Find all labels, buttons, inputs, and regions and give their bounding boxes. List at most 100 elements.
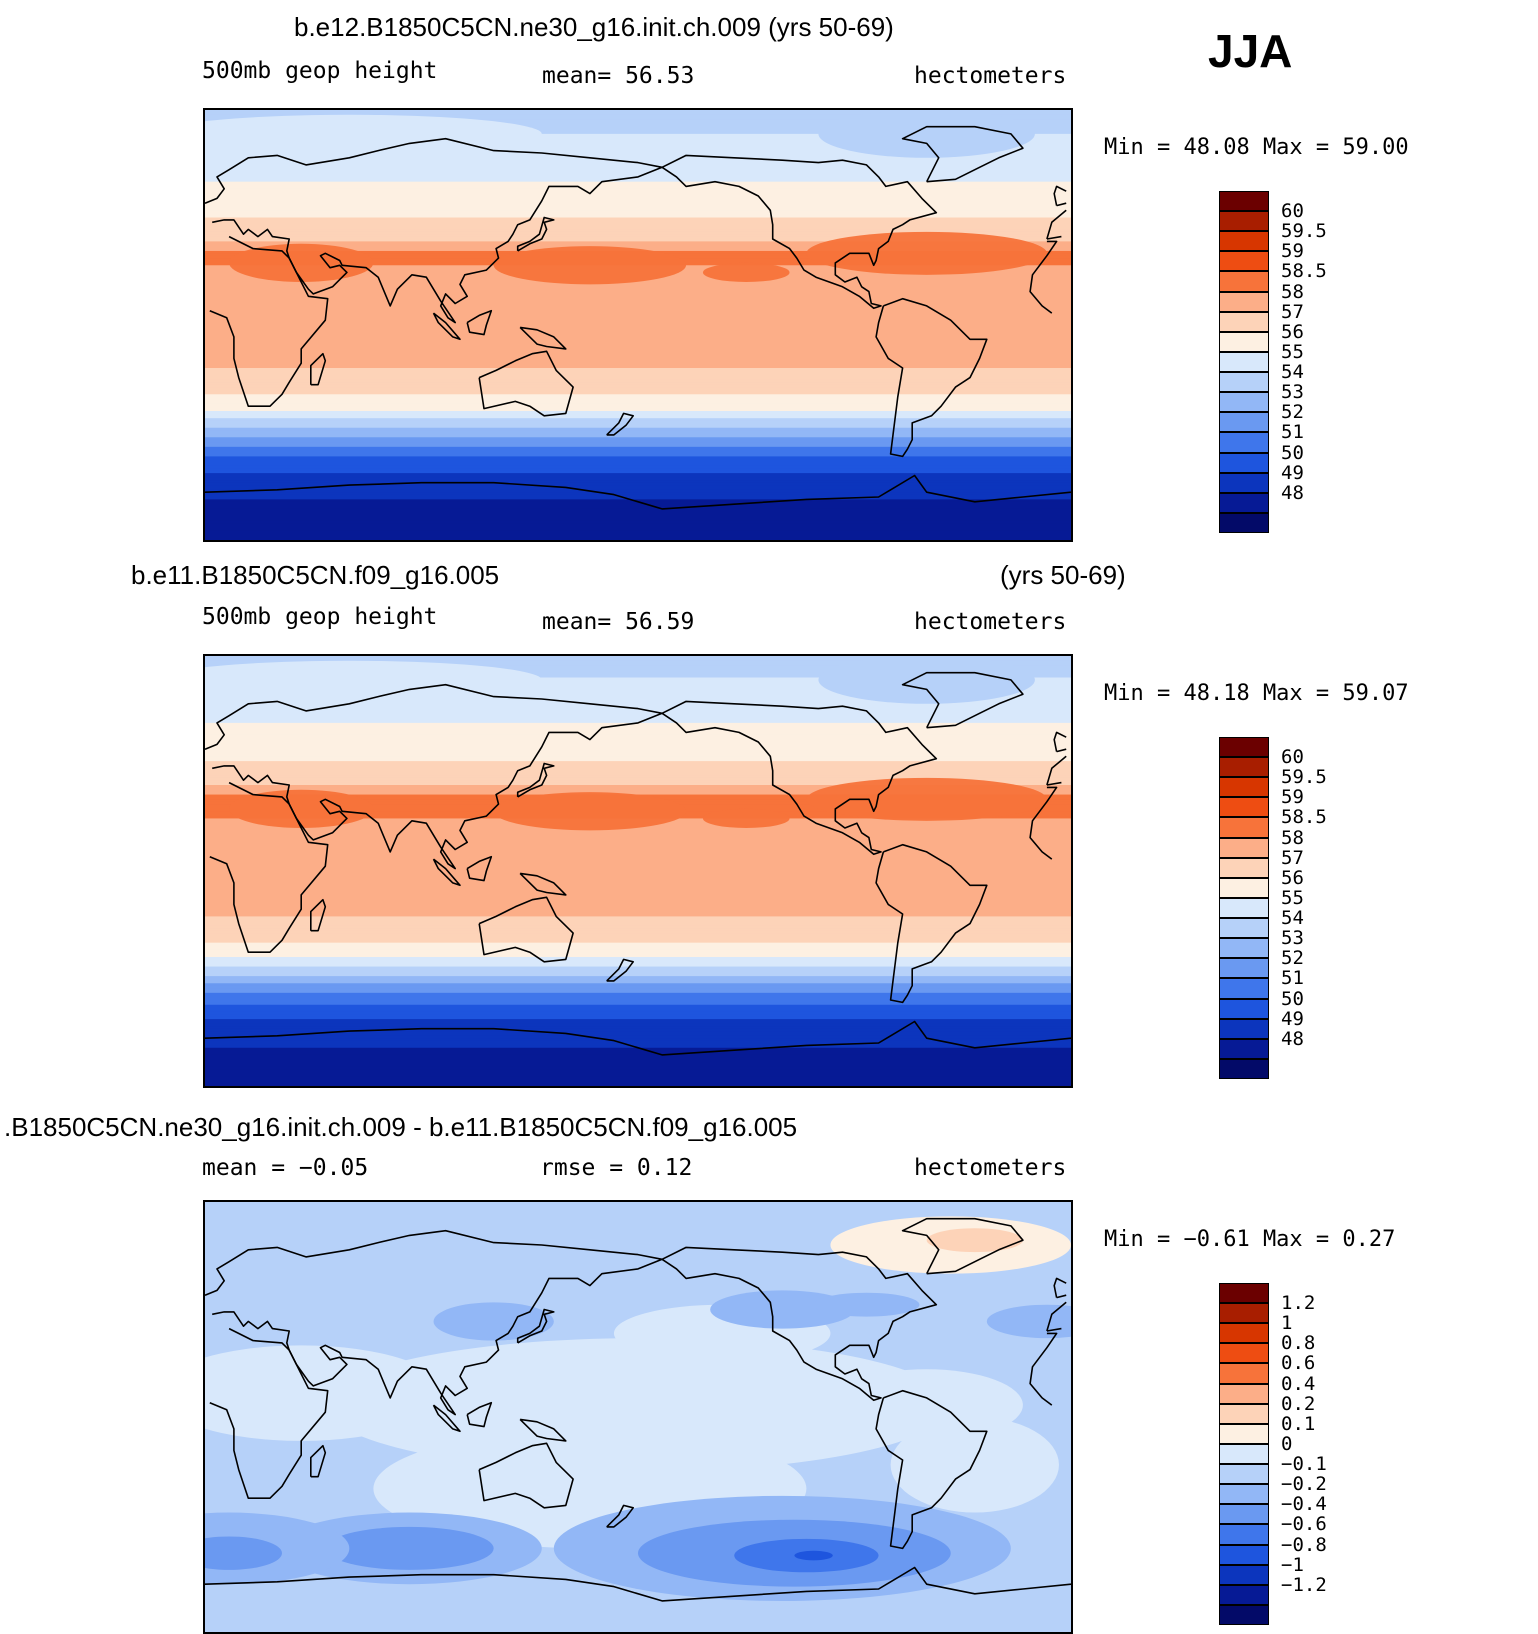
- contour-band: [205, 699, 1071, 702]
- coast-eurasia: [1046, 235, 1062, 240]
- contour-band: [205, 384, 1071, 388]
- contour-band: [205, 188, 1071, 192]
- panel3-map: [203, 1200, 1073, 1634]
- coast-new-zealand: [606, 412, 634, 436]
- colorbar-swatch: [1219, 958, 1269, 979]
- polar-low-region: [818, 656, 1035, 704]
- contour-band: [205, 715, 1071, 719]
- coast-eurasia: [205, 137, 663, 324]
- colorbar-swatch: [1219, 1383, 1269, 1404]
- contour-band: [205, 713, 1071, 717]
- contour-band: [205, 742, 1071, 745]
- contour-band: [205, 978, 1071, 982]
- contour-band: [205, 117, 1071, 121]
- contour-band: [205, 387, 1071, 391]
- contour-band: [205, 892, 1071, 896]
- colorbar-swatch: [1219, 1283, 1269, 1304]
- contour-band: [205, 847, 1071, 851]
- contour-band: [205, 332, 1071, 336]
- contour-band: [205, 356, 1071, 360]
- contour-band: [205, 181, 1071, 185]
- anomaly-region: [813, 1292, 920, 1317]
- colorbar-swatch: [1219, 877, 1269, 898]
- contour-band: [205, 325, 1071, 328]
- colorbar-tick-label: −0.4: [1281, 1493, 1327, 1516]
- contour-band: [205, 830, 1071, 834]
- colorbar-tick-label: 52: [1281, 401, 1304, 424]
- contour-band: [205, 236, 1071, 240]
- panel2-mean: mean= 56.59: [542, 609, 695, 635]
- contour-band: [205, 422, 1071, 426]
- contour-band: [205, 418, 1071, 422]
- contour-band: [205, 710, 1071, 714]
- colorbar-swatch: [1219, 1363, 1269, 1384]
- contour-band: [205, 391, 1071, 395]
- coast-south-america: [875, 297, 988, 458]
- colorbar-tick-label: 51: [1281, 421, 1304, 444]
- contour-band: [205, 246, 1071, 250]
- coast-madagascar: [310, 1444, 327, 1478]
- contour-band: [205, 310, 1071, 314]
- contour-band: [205, 782, 1071, 786]
- contour-band: [205, 148, 1071, 152]
- coast-borneo: [466, 309, 493, 336]
- contour-band: [205, 906, 1071, 910]
- contour-band: [205, 162, 1071, 166]
- contour-band: [205, 1040, 1071, 1044]
- colorbar-tick-label: 53: [1281, 927, 1304, 950]
- contour-band: [205, 684, 1071, 688]
- colorbar-swatch: [1219, 1423, 1269, 1444]
- colorbar-swatch: [1219, 372, 1269, 393]
- contour-band: [205, 382, 1071, 386]
- coast-south-america: [875, 843, 988, 1004]
- contour-band: [205, 897, 1071, 901]
- colorbar-swatch: [1219, 918, 1269, 939]
- contour-band: [205, 511, 1071, 515]
- contour-band: [205, 119, 1071, 123]
- panel1-units: hectometers: [914, 63, 1067, 89]
- coast-japan: [516, 216, 555, 252]
- contour-band: [205, 523, 1071, 527]
- coast-eurasia: [1046, 755, 1067, 786]
- contour-band: [205, 461, 1071, 465]
- contour-band: [205, 1052, 1071, 1056]
- contour-band: [205, 222, 1071, 226]
- colorbar-tick-label: 54: [1281, 907, 1304, 930]
- contour-band: [205, 344, 1071, 348]
- contour-band: [205, 234, 1071, 238]
- contour-band: [205, 1009, 1071, 1013]
- colorbar-swatch: [1219, 472, 1269, 493]
- contour-band: [205, 701, 1071, 705]
- colorbar-swatch: [1219, 351, 1269, 373]
- contour-band: [205, 368, 1071, 371]
- contour-band: [205, 153, 1071, 156]
- colorbar-tick-label: −1.2: [1281, 1573, 1327, 1596]
- anomaly-region: [926, 1228, 1023, 1253]
- colorbar-tick-label: 48: [1281, 1027, 1304, 1050]
- colorbar-swatch: [1219, 1484, 1269, 1505]
- colorbar-swatch: [1219, 1403, 1269, 1424]
- polar-low-region: [205, 660, 542, 699]
- colorbar-swatch: [1219, 1584, 1269, 1605]
- contour-band: [205, 241, 1071, 245]
- panel3-colorbar: 1.2 1 0.8 0.6 0.4 0.2 0.1 0 −0.1 −0.2 −0.4 −0.6 −0.8…: [1219, 1283, 1327, 1625]
- contour-band: [205, 660, 1071, 664]
- contour-band: [205, 909, 1071, 913]
- coast-antarctica: [205, 1020, 1071, 1056]
- contour-band: [205, 329, 1071, 333]
- colorbar-tick-label: 0.2: [1281, 1392, 1316, 1415]
- colorbar-swatch: [1219, 1443, 1269, 1465]
- anomaly-region: [890, 1417, 1059, 1513]
- colorbar-tick-label: 60: [1281, 746, 1304, 769]
- contour-band: [205, 358, 1071, 362]
- panel1-colorbar: 60 59.5 59 58.5 58 57 56 55 54 53 52 51 50 49 48: [1219, 191, 1327, 533]
- contour-band: [205, 339, 1071, 343]
- contour-band: [205, 239, 1071, 242]
- contour-band: [205, 964, 1071, 968]
- contour-band: [205, 470, 1071, 474]
- contour-band: [205, 336, 1071, 340]
- panel2-variable: 500mb geop height: [202, 604, 438, 630]
- contour-band: [205, 775, 1071, 779]
- contour-band: [205, 198, 1071, 202]
- contour-band: [205, 861, 1071, 865]
